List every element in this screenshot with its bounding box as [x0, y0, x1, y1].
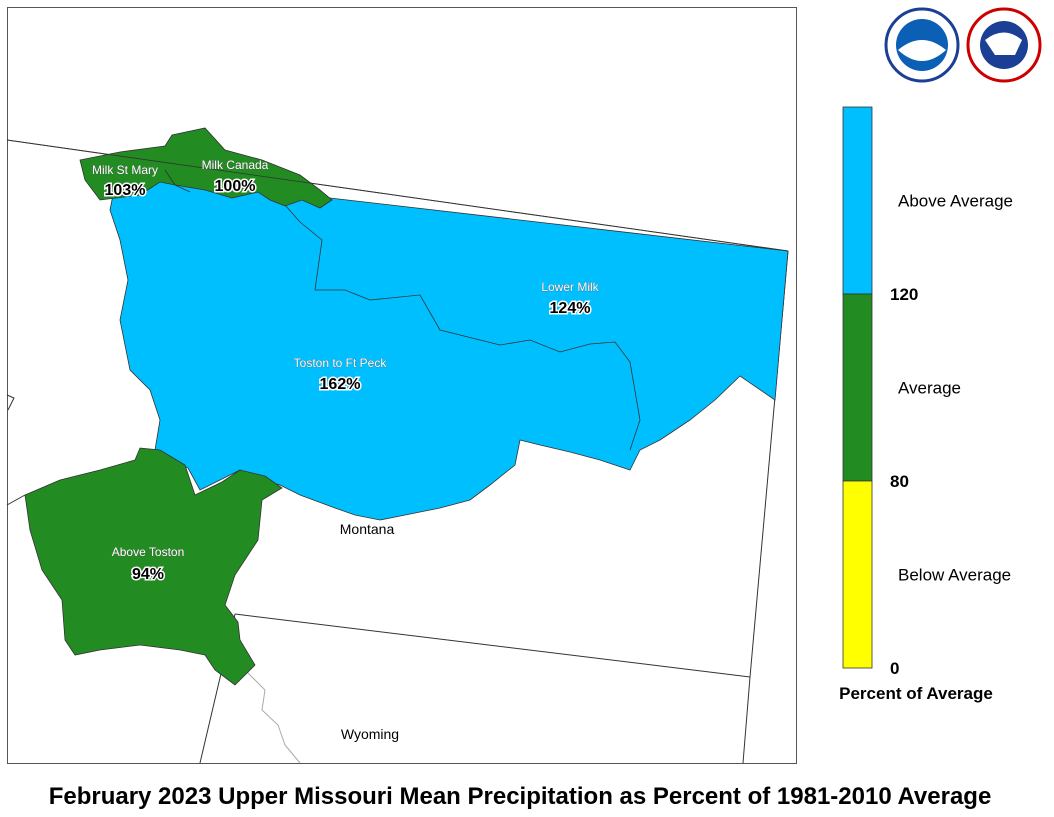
legend-break: 120	[890, 285, 918, 304]
basin-divide	[164, 169, 191, 193]
legend-swatch	[842, 480, 873, 669]
region-percent: 103%	[105, 182, 146, 199]
region-name: Milk Canada	[202, 158, 269, 172]
region-percent: 124%	[550, 300, 591, 317]
region-name: Above Toston	[112, 545, 185, 559]
state-label: Wyoming	[341, 726, 399, 742]
region-percent: 94%	[132, 566, 164, 583]
legend-swatch	[842, 293, 873, 482]
region-above-toston	[24, 447, 283, 686]
region-percent: 100%	[215, 178, 256, 195]
region-name: Toston to Ft Peck	[294, 356, 388, 370]
state-label: Montana	[340, 521, 395, 537]
basin-divide	[284, 204, 641, 451]
legend-break: 0	[890, 659, 899, 678]
legend-break: 80	[890, 472, 909, 491]
region-name: Milk St Mary	[92, 163, 158, 177]
logos	[884, 7, 1042, 83]
border	[6, 139, 789, 252]
legend-title: Percent of Average	[839, 684, 993, 703]
legend-swatch	[842, 106, 873, 295]
region-percent: 162%	[320, 376, 361, 393]
legend-label: Above Average	[898, 192, 1013, 211]
legend-label: Average	[898, 379, 961, 398]
map-title: February 2023 Upper Missouri Mean Precip…	[49, 783, 992, 810]
region-blue	[109, 174, 789, 521]
region-name: Lower Milk	[541, 280, 599, 294]
legend: Above Average Average Below Average 120 80 0	[842, 106, 1013, 678]
legend-label: Below Average	[898, 566, 1011, 585]
